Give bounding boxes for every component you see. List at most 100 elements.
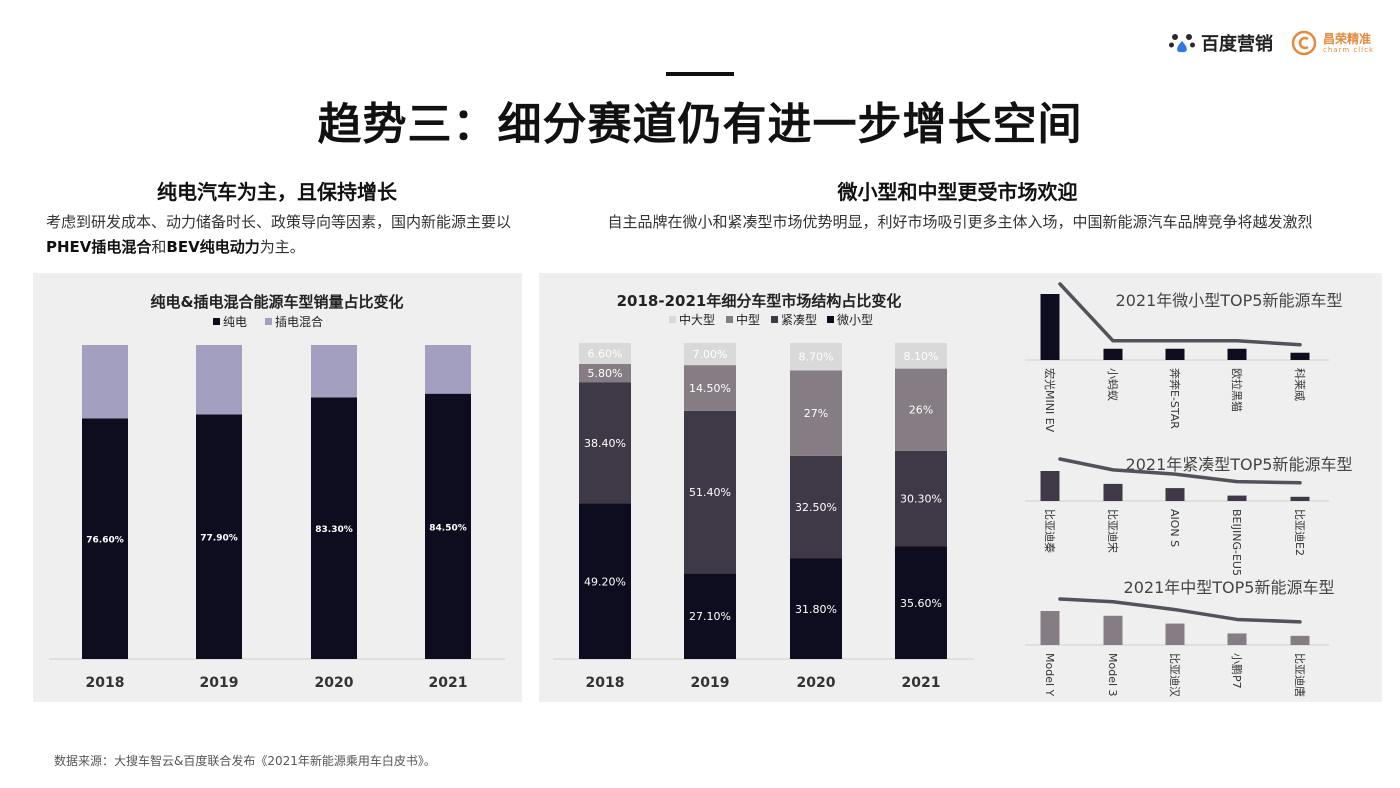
data-label: 5.80% — [588, 367, 623, 380]
top5-trend-line — [1058, 597, 1302, 624]
data-label: 31.80% — [795, 603, 837, 616]
title-accent-bar — [666, 72, 734, 76]
top5-trend-line — [1058, 282, 1302, 347]
data-label: 83.30% — [315, 525, 353, 535]
bar-segment-纯电 — [425, 393, 471, 659]
top5-bar — [1103, 483, 1123, 501]
top5-category-label: 比亚迪唐 — [1293, 653, 1307, 697]
bar-segment-紧凑型 — [895, 450, 947, 547]
bar-segment-微小型 — [790, 558, 842, 659]
bar-segment-中大型 — [684, 343, 736, 366]
top5-bar — [1165, 623, 1185, 645]
legend-swatch — [771, 316, 778, 323]
charm-c-icon — [1291, 30, 1317, 56]
data-label: 51.40% — [689, 486, 731, 499]
data-label: 77.90% — [200, 534, 238, 544]
left-desc-bold-2: BEV纯电动力 — [166, 238, 260, 256]
legend-label: 微小型 — [837, 313, 873, 327]
data-label: 7.00% — [693, 348, 728, 361]
bar-segment-插电混合 — [196, 345, 242, 415]
left-desc-bold-1: PHEV插电混合 — [46, 238, 152, 256]
legend-swatch — [827, 316, 834, 323]
baidu-logo-text: 百度营销 — [1200, 34, 1273, 55]
data-label: 14.50% — [689, 382, 731, 395]
top5-bar — [1227, 348, 1247, 360]
top5-category-label: 比亚迪E2 — [1293, 509, 1306, 556]
page-title: 趋势三：细分赛道仍有进一步增长空间 — [317, 99, 1083, 150]
data-label: 26% — [909, 404, 933, 417]
legend-swatch — [726, 316, 733, 323]
x-tick-label: 2019 — [200, 675, 239, 691]
top5-bar — [1290, 496, 1310, 501]
top5-trend-line — [1058, 457, 1302, 485]
top5-title: 2021年微小型TOP5新能源车型 — [1116, 291, 1343, 310]
right-subtitle: 微小型和中型更受市场欢迎 — [837, 180, 1078, 204]
data-label: 32.50% — [795, 501, 837, 514]
data-label: 27% — [804, 407, 828, 420]
left-desc-post: 为主。 — [259, 238, 305, 256]
top5-category-label: BEIJING-EU5 — [1230, 509, 1243, 576]
top5-category-label: 科莱威 — [1293, 368, 1307, 401]
top5-title: 2021年紧凑型TOP5新能源车型 — [1126, 455, 1353, 474]
top5-category-label: 小鹏P7 — [1230, 653, 1243, 689]
x-tick-label: 2021 — [902, 675, 941, 691]
left-description: 考虑到研发成本、动力储备时长、政策导向等因素，国内新能源主要以 PHEV插电混合和… — [46, 210, 516, 260]
bar-segment-中大型 — [895, 343, 947, 369]
right-description: 自主品牌在微小和紧凑型市场优势明显，利好市场吸引更多主体入场，中国新能源汽车品牌… — [607, 213, 1313, 231]
bar-segment-纯电 — [196, 414, 242, 659]
top5-bar — [1227, 633, 1247, 645]
data-label: 6.60% — [588, 347, 623, 360]
legend-swatch — [213, 318, 220, 325]
right-chart-panel: 2018-2021年细分车型市场结构占比变化 中大型 中型 紧凑型 微小型 49.20% 3… — [539, 273, 1382, 702]
top5-bar — [1165, 488, 1185, 501]
bar-segment-紧凑型 — [790, 455, 842, 559]
charm-logo-subtext: charm click — [1322, 45, 1374, 54]
chart-title: 2018-2021年细分车型市场结构占比变化 — [617, 292, 902, 310]
top5-category-label: 欧拉黑猫 — [1230, 368, 1244, 412]
legend-swatch — [669, 316, 676, 323]
top5-bar — [1290, 635, 1310, 645]
baidu-paw-icon — [1168, 34, 1195, 53]
data-label: 8.70% — [799, 351, 834, 364]
left-desc-mid: 和 — [151, 238, 167, 256]
top5-title: 2021年中型TOP5新能源车型 — [1124, 578, 1335, 597]
bar-segment-紧凑型 — [684, 410, 736, 574]
data-label: 84.50% — [429, 523, 467, 533]
legend-label: 紧凑型 — [781, 313, 817, 327]
chart-title: 纯电&插电混合能源车型销量占比变化 — [150, 293, 403, 311]
bar-segment-纯电 — [82, 418, 128, 659]
bar-segment-中型 — [895, 368, 947, 451]
bar-segment-中大型 — [579, 343, 631, 364]
x-tick-label: 2021 — [429, 675, 468, 691]
charm-logo-text: 昌荣精准 — [1322, 31, 1371, 46]
top5-category-label: 比亚迪宋 — [1106, 509, 1120, 553]
logo-area: 百度营销 昌荣精准 charm click — [1168, 30, 1374, 56]
bar-segment-中大型 — [790, 343, 842, 371]
x-tick-label: 2019 — [691, 675, 730, 691]
top5-category-label: 奔奔E-STAR — [1168, 368, 1181, 429]
bar-segment-紧凑型 — [579, 382, 631, 504]
bar-segment-中型 — [684, 365, 736, 411]
data-label: 35.60% — [900, 597, 942, 610]
top5-category-label: 宏光MINI EV — [1043, 368, 1057, 433]
bar-segment-微小型 — [579, 503, 631, 659]
left-subtitle: 纯电汽车为主，且保持增长 — [157, 180, 397, 204]
left-chart-panel: 纯电&插电混合能源车型销量占比变化 纯电 插电混合 76.60% 2018 77.90% 2… — [33, 273, 522, 702]
data-label: 76.60% — [86, 536, 124, 546]
legend-label: 中大型 — [679, 312, 715, 327]
bar-segment-纯电 — [311, 397, 357, 659]
x-tick-label: 2018 — [86, 675, 125, 691]
top5-category-label: Model Y — [1043, 653, 1056, 697]
top5-category-label: 比亚迪汉 — [1168, 653, 1181, 697]
top5-category-label: AION S — [1168, 509, 1181, 547]
legend-swatch — [265, 318, 272, 325]
bar-segment-插电混合 — [311, 345, 357, 398]
top5-bar — [1290, 352, 1310, 360]
x-tick-label: 2020 — [797, 675, 836, 691]
x-tick-label: 2018 — [586, 675, 625, 691]
top5-bar — [1040, 294, 1060, 360]
bar-segment-中型 — [579, 363, 631, 383]
top5-bar — [1165, 348, 1185, 360]
legend-label: 纯电 — [223, 315, 247, 329]
